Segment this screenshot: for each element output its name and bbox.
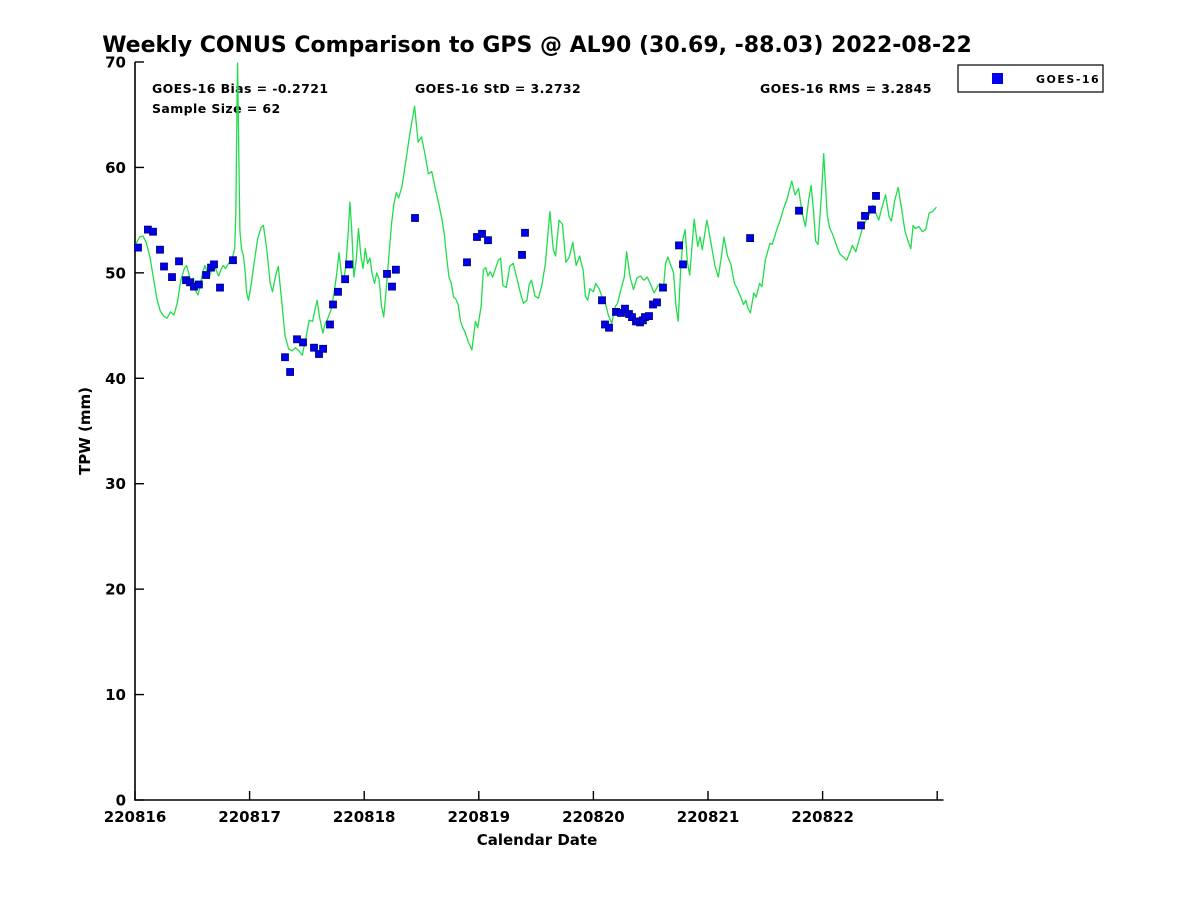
goes16-marker (645, 312, 653, 321)
x-tick-label: 220819 (447, 808, 510, 826)
x-tick-label: 220818 (333, 808, 396, 826)
goes16-marker (326, 320, 334, 329)
goes16-marker (518, 250, 526, 259)
stat-rms: GOES-16 RMS = 3.2845 (760, 81, 932, 96)
goes16-marker (345, 260, 353, 269)
goes16-marker (872, 191, 880, 200)
goes16-marker (484, 236, 492, 245)
goes16-marker (383, 269, 391, 278)
y-tick-label: 10 (105, 686, 126, 704)
goes16-marker (617, 308, 625, 317)
x-tick-label: 220817 (218, 808, 281, 826)
goes16-marker (194, 280, 203, 289)
goes16-marker (168, 273, 176, 282)
goes16-marker (795, 206, 803, 215)
goes16-marker (299, 338, 307, 347)
y-tick-label: 20 (105, 581, 126, 599)
goes16-marker (463, 258, 471, 267)
goes16-marker (628, 313, 636, 322)
y-tick-label: 50 (105, 264, 126, 282)
x-tick-label: 220816 (104, 808, 167, 826)
x-tick-label: 220820 (562, 808, 625, 826)
y-tick-label: 70 (105, 54, 126, 72)
goes16-marker (149, 227, 157, 236)
goes16-marker (134, 243, 142, 252)
goes16-marker (521, 228, 529, 237)
goes16-marker (679, 260, 687, 269)
y-tick-label: 40 (105, 370, 126, 388)
legend-marker-goes16-icon (992, 73, 1003, 84)
x-tick-label: 220822 (791, 808, 854, 826)
goes16-marker (659, 283, 667, 292)
goes16-marker (286, 368, 295, 376)
goes16-marker (334, 287, 342, 296)
goes16-marker (675, 241, 683, 250)
goes16-marker (315, 350, 323, 358)
plot-area: 0 10 20 30 40 50 60 70 220816 220817 220818 220819 2… (104, 54, 944, 826)
goes16-marker (160, 262, 168, 271)
stat-std: GOES-16 StD = 3.2732 (415, 81, 581, 96)
goes16-marker (861, 211, 869, 220)
goes16-marker (210, 260, 218, 269)
goes16-marker (186, 278, 194, 287)
goes16-marker (621, 304, 629, 313)
goes16-marker (653, 298, 661, 307)
goes16-marker (857, 221, 865, 230)
chart-title: Weekly CONUS Comparison to GPS @ AL90 (3… (102, 33, 972, 58)
goes16-marker (868, 205, 876, 214)
stat-sample-size: Sample Size = 62 (152, 101, 281, 116)
legend: GOES-16 (957, 64, 1104, 93)
x-axis-label: Calendar Date (477, 831, 598, 849)
legend-box (957, 64, 1104, 93)
y-axis-label: TPW (mm) (76, 387, 94, 475)
goes16-marker (598, 296, 606, 305)
goes16-marker (175, 257, 183, 266)
y-tick-label: 60 (105, 159, 126, 177)
goes16-marker (216, 283, 224, 292)
goes16-marker (388, 282, 396, 291)
goes16-marker (202, 271, 211, 279)
goes16-marker (391, 265, 400, 274)
goes16-marker (411, 214, 419, 222)
y-tick-label: 30 (105, 475, 126, 493)
goes16-marker (319, 344, 328, 353)
gps-line (134, 62, 937, 356)
goes16-marker (229, 256, 237, 265)
goes16-marker (341, 275, 350, 284)
goes16-marker (605, 323, 613, 332)
goes16-marker (329, 300, 337, 309)
x-tick-label: 220821 (677, 808, 740, 826)
stat-bias: GOES-16 Bias = -0.2721 (152, 81, 328, 96)
goes16-marker (310, 343, 318, 352)
goes16-marker (746, 234, 754, 243)
legend-label-goes16: GOES-16 (1036, 73, 1100, 86)
y-tick-label: 0 (116, 792, 126, 810)
goes16-marker (156, 245, 164, 254)
goes16-marker (478, 229, 486, 238)
goes16-marker (281, 353, 289, 362)
